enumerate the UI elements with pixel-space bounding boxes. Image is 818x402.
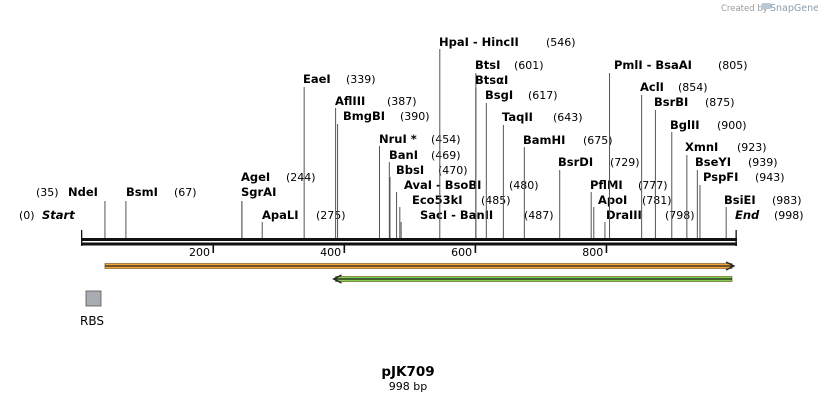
site-label[interactable]: DraIII — [606, 208, 642, 222]
ruler-tick-label: 600 — [451, 246, 472, 259]
site-position: (454) — [431, 133, 461, 146]
site-label[interactable]: XmnI — [685, 140, 718, 154]
site-label[interactable]: BsrDI — [558, 155, 593, 169]
site-position: (546) — [546, 36, 576, 49]
site-position: (35) — [36, 186, 59, 199]
ruler: 200 400 600 800 — [189, 245, 608, 259]
site-label[interactable]: SgrAI — [241, 185, 276, 199]
start-position: (0) — [19, 209, 35, 222]
site-label[interactable]: ApoI — [598, 193, 627, 207]
credit-brand: SnapGene — [770, 3, 818, 14]
features — [104, 261, 736, 284]
ruler-tick — [474, 245, 477, 253]
site-position: (675) — [583, 134, 613, 147]
rbs-feature-box[interactable] — [85, 290, 102, 307]
site-label[interactable]: BsrBI — [654, 95, 688, 109]
site-label[interactable]: TaqII — [502, 110, 533, 124]
ruler-tick — [212, 245, 215, 253]
site-position: (67) — [174, 186, 197, 199]
ruler-tick-label: 800 — [582, 246, 603, 259]
site-position: (387) — [387, 95, 417, 108]
site-label[interactable]: BsgI — [485, 88, 513, 102]
ruler-tick-label: 400 — [320, 246, 341, 259]
site-label[interactable]: ApaLI — [262, 208, 299, 222]
site-label[interactable]: NruI * — [379, 132, 417, 146]
site-label[interactable]: BanI — [389, 148, 418, 162]
site-label[interactable]: EaeI — [303, 72, 331, 86]
site-position: (805) — [718, 59, 748, 72]
site-label[interactable]: BsmI — [126, 185, 158, 199]
site-position: (729) — [610, 156, 640, 169]
site-label[interactable]: SacI - BanII — [420, 208, 493, 222]
site-position: (875) — [705, 96, 735, 109]
site-position: (923) — [737, 141, 767, 154]
site-position: (339) — [346, 73, 376, 86]
plasmid-size: 998 bp — [389, 380, 427, 393]
site-label[interactable]: NdeI — [68, 185, 98, 199]
backbone-bottom-strand — [81, 242, 737, 246]
rbs-label: RBS — [80, 314, 104, 328]
plasmid-name: pJK709 — [381, 364, 434, 380]
site-position: (781) — [642, 194, 672, 207]
site-position: (777) — [638, 179, 668, 192]
site-position: (485) — [481, 194, 511, 207]
site-label[interactable]: BmgBI — [343, 109, 385, 123]
site-label[interactable]: Eco53kI — [412, 193, 463, 207]
site-position: (900) — [717, 119, 747, 132]
site-position: (601) — [514, 59, 544, 72]
site-label[interactable]: PflMI — [590, 178, 623, 192]
orange-arrow[interactable] — [104, 261, 736, 271]
site-position: (854) — [678, 81, 708, 94]
site-label[interactable]: AvaI - BsoBI — [404, 178, 481, 192]
green-arrow-head — [332, 274, 342, 284]
site-label[interactable]: HpaI - HincII — [439, 35, 519, 49]
site-position: (244) — [286, 171, 316, 184]
site-label[interactable]: AgeI — [241, 170, 270, 184]
site-label[interactable]: BtsI — [475, 58, 500, 72]
ruler-tick — [605, 245, 608, 253]
site-position: (487) — [524, 209, 554, 222]
site-position: (943) — [755, 171, 785, 184]
orange-arrow-head — [725, 261, 736, 271]
site-label[interactable]: BbsI — [396, 163, 424, 177]
start-label: Start — [42, 208, 75, 222]
site-position: (939) — [748, 156, 778, 169]
green-arrow[interactable] — [332, 274, 733, 284]
site-label[interactable]: PspFI — [703, 170, 738, 184]
site-label[interactable]: BsiEI — [724, 193, 756, 207]
end-label: End — [735, 208, 760, 222]
credit-prefix: Created by — [721, 4, 768, 14]
site-position: (480) — [509, 179, 539, 192]
site-label[interactable]: BtsαI — [475, 73, 508, 87]
site-label[interactable]: AflIII — [335, 94, 365, 108]
site-label[interactable]: PmlI - BsaAI — [614, 58, 692, 72]
end-position: (998) — [774, 209, 804, 222]
site-position: (275) — [316, 209, 346, 222]
ruler-tick — [343, 245, 346, 253]
site-position: (470) — [438, 164, 468, 177]
backbone-top-strand — [81, 238, 737, 241]
snapgene-logo-icon — [761, 3, 772, 11]
dna-backbone — [81, 230, 737, 246]
site-label[interactable]: AclI — [640, 80, 664, 94]
restriction-sites: NdeI (35) BsmI (67) AgeI (244) SgrAI ApaLI (275)… — [36, 35, 802, 238]
site-position: (390) — [400, 110, 430, 123]
backbone-start-cap — [81, 230, 83, 246]
site-label[interactable]: BseYI — [695, 155, 731, 169]
site-position: (469) — [431, 149, 461, 162]
site-position: (798) — [665, 209, 695, 222]
site-label[interactable]: BglII — [670, 118, 700, 132]
site-position: (617) — [528, 89, 558, 102]
backbone-end-cap — [735, 230, 737, 246]
site-label[interactable]: BamHI — [523, 133, 565, 147]
site-position: (983) — [772, 194, 802, 207]
site-position: (643) — [553, 111, 583, 124]
ruler-tick-label: 200 — [189, 246, 210, 259]
